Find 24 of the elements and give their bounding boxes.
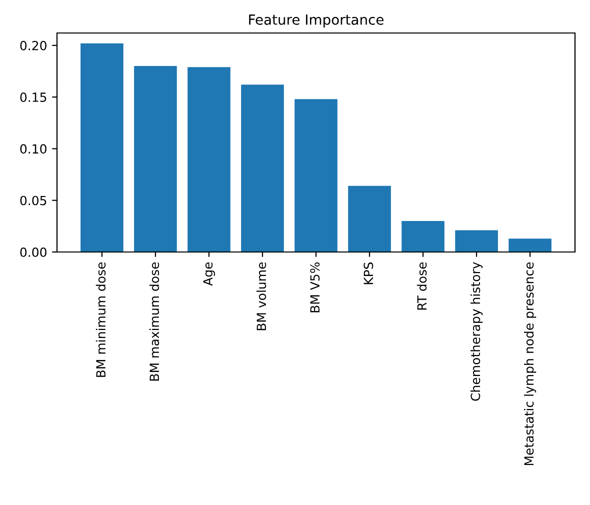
bar: [80, 43, 124, 252]
x-tick-label: BM V5%: [310, 262, 320, 312]
bar: [188, 67, 230, 252]
y-tick-label: 0.10: [20, 144, 46, 154]
y-tick-label: 0.20: [20, 40, 46, 50]
bar: [134, 66, 177, 252]
x-tick-label: BM minimum dose: [96, 262, 106, 377]
x-tick-label: BM maximum dose: [149, 262, 160, 381]
y-tick-label: 0.00: [20, 247, 46, 257]
y-tick-label: 0.15: [20, 92, 46, 102]
bar: [241, 84, 284, 252]
bar: [348, 186, 391, 252]
x-tick-label: Age: [203, 262, 216, 286]
chart-title: Feature Importance: [249, 14, 384, 28]
x-tick-label: Chemotherapy history: [470, 262, 483, 401]
bar: [402, 221, 444, 252]
bar: [508, 238, 552, 252]
y-tick-label: 0.05: [20, 196, 46, 206]
x-tick-label: RT dose: [416, 262, 427, 310]
x-tick-label: KPS: [364, 262, 374, 284]
x-tick-label: BM volume: [256, 262, 266, 330]
bar: [455, 230, 498, 252]
x-tick-label: Metastatic lymph node presence: [524, 262, 536, 466]
bar: [294, 99, 338, 252]
